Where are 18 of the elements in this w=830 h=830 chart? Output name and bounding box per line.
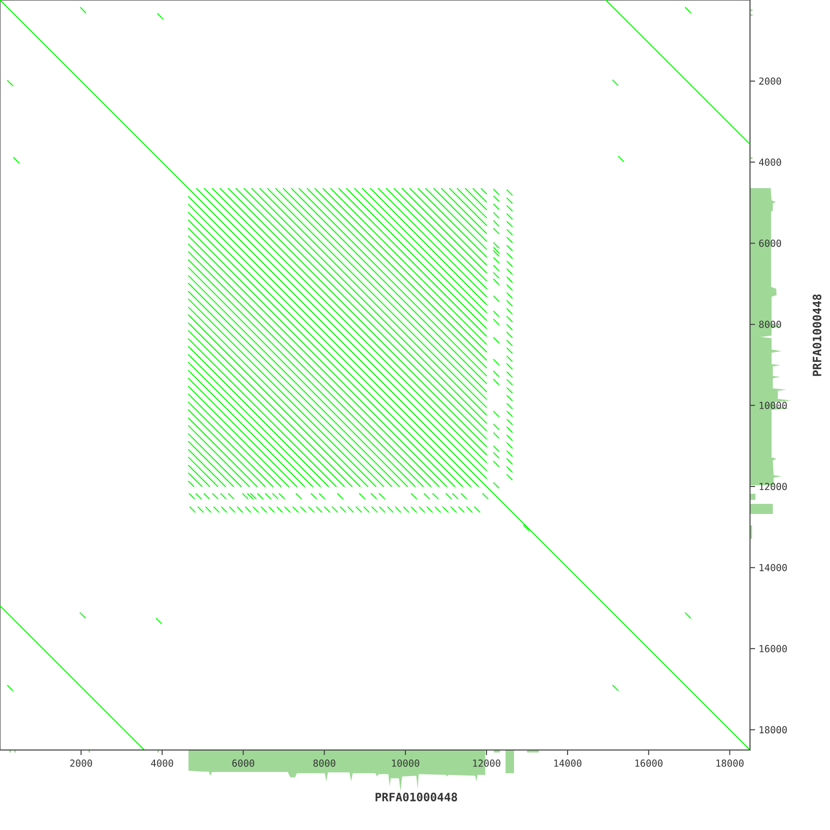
y-tick-label: 18000 <box>760 726 787 734</box>
y-axis-title: PRFA01000448 <box>812 294 822 376</box>
x-tick-label: 6000 <box>232 760 254 767</box>
y-tick-label: 12000 <box>760 482 787 490</box>
x-tick-label: 4000 <box>151 760 174 767</box>
y-tick-label: 2000 <box>759 77 782 85</box>
y-tick-label: 8000 <box>759 320 782 328</box>
y-tick-label: 16000 <box>760 645 787 652</box>
x-tick-label: 14000 <box>554 760 582 767</box>
x-axis-title: PRFA01000448 <box>376 792 458 802</box>
x-tick-label: 16000 <box>635 760 662 767</box>
y-tick-label: 14000 <box>760 564 787 572</box>
x-tick-label: 8000 <box>313 760 336 767</box>
x-tick-label: 12000 <box>473 760 500 767</box>
x-tick-label: 18000 <box>716 760 744 767</box>
x-tick-label: 2000 <box>70 760 92 767</box>
x-tick-label: 10000 <box>392 760 420 767</box>
y-tick-label: 4000 <box>759 158 782 166</box>
